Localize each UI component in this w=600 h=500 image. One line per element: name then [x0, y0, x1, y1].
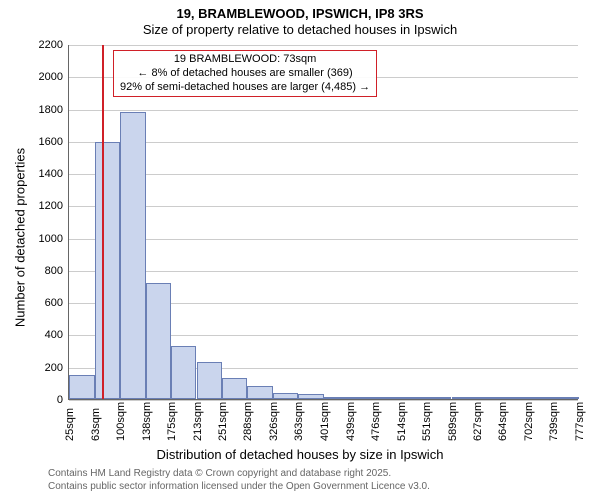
x-tick-label: 627sqm [472, 402, 484, 441]
histogram-bar [298, 394, 324, 399]
x-tick-label: 363sqm [293, 402, 305, 441]
histogram-bar [120, 112, 146, 399]
histogram-bar [477, 397, 502, 399]
marker-line [102, 45, 104, 399]
x-tick-label: 739sqm [548, 402, 560, 441]
footer-line-1: Contains HM Land Registry data © Crown c… [48, 468, 391, 479]
histogram-bar [273, 393, 298, 399]
x-tick-label: 213sqm [192, 402, 204, 441]
histogram-bar [146, 283, 171, 399]
y-tick-label: 1000 [23, 233, 63, 245]
histogram-bar [95, 142, 120, 399]
y-tick-label: 1400 [23, 168, 63, 180]
chart-plot-area: 0200400600800100012001400160018002000220… [68, 45, 578, 400]
y-tick-label: 200 [23, 362, 63, 374]
histogram-bar [528, 397, 553, 399]
x-tick-label: 589sqm [447, 402, 459, 441]
x-tick-label: 777sqm [574, 402, 586, 441]
chart-title: 19, BRAMBLEWOOD, IPSWICH, IP8 3RS [0, 6, 600, 21]
annotation-line-2: ← 8% of detached houses are smaller (369… [120, 67, 370, 81]
histogram-bar [222, 378, 247, 399]
chart-subtitle: Size of property relative to detached ho… [0, 22, 600, 37]
x-tick-label: 702sqm [523, 402, 535, 441]
y-tick-label: 1200 [23, 200, 63, 212]
y-tick-label: 600 [23, 297, 63, 309]
y-tick-label: 1800 [23, 104, 63, 116]
x-tick-label: 664sqm [497, 402, 509, 441]
x-axis-label: Distribution of detached houses by size … [0, 447, 600, 462]
x-tick-label: 401sqm [319, 402, 331, 441]
gridline [69, 400, 578, 401]
x-tick-label: 138sqm [141, 402, 153, 441]
y-tick-label: 2200 [23, 39, 63, 51]
x-tick-label: 514sqm [396, 402, 408, 441]
histogram-bar [426, 397, 452, 399]
x-tick-label: 175sqm [166, 402, 178, 441]
histogram-bar [247, 386, 273, 399]
x-tick-label: 251sqm [217, 402, 229, 441]
gridline [69, 110, 578, 111]
annotation-line-3: 92% of semi-detached houses are larger (… [120, 81, 370, 95]
x-tick-label: 326sqm [268, 402, 280, 441]
x-tick-label: 476sqm [370, 402, 382, 441]
y-tick-label: 2000 [23, 71, 63, 83]
gridline [69, 45, 578, 46]
y-tick-label: 800 [23, 265, 63, 277]
y-tick-label: 1600 [23, 136, 63, 148]
y-tick-label: 0 [23, 394, 63, 406]
x-tick-label: 439sqm [345, 402, 357, 441]
y-tick-label: 400 [23, 329, 63, 341]
annotation-line-1: 19 BRAMBLEWOOD: 73sqm [174, 53, 316, 65]
histogram-bar [553, 397, 579, 399]
histogram-bar [171, 346, 197, 399]
histogram-bar [350, 397, 375, 399]
histogram-bar [324, 397, 350, 399]
x-tick-label: 288sqm [242, 402, 254, 441]
histogram-bar [375, 397, 401, 399]
annotation-box: 19 BRAMBLEWOOD: 73sqm ← 8% of detached h… [113, 50, 377, 97]
x-tick-label: 63sqm [90, 408, 102, 441]
histogram-bar [401, 397, 426, 399]
x-tick-label: 25sqm [64, 408, 76, 441]
histogram-bar [452, 397, 478, 399]
footer-line-2: Contains public sector information licen… [48, 481, 430, 492]
x-tick-label: 551sqm [421, 402, 433, 441]
histogram-bar [197, 362, 223, 399]
histogram-bar [69, 375, 95, 399]
histogram-bar [502, 397, 528, 399]
x-tick-label: 100sqm [115, 402, 127, 441]
